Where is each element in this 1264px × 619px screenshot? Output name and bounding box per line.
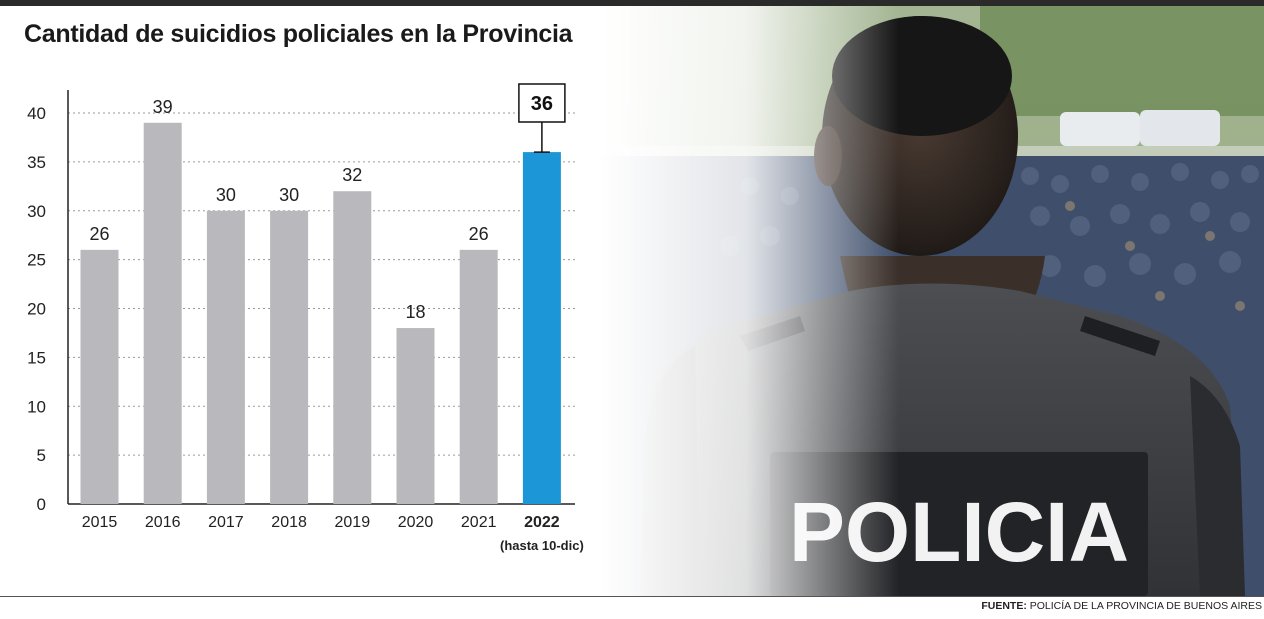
x-tick-label: 2019	[335, 514, 371, 531]
x-tick-label: 2015	[82, 514, 118, 531]
data-label: 18	[405, 302, 425, 322]
bar-2016	[143, 122, 182, 505]
callout-box	[518, 83, 566, 123]
y-tick-label: 0	[37, 495, 46, 514]
x-tick-label: 2016	[145, 514, 181, 531]
x-tick-label: 2018	[271, 514, 307, 531]
y-tick-label: 5	[37, 446, 46, 465]
bar-2019	[333, 191, 372, 504]
y-tick-label: 10	[27, 397, 46, 416]
bottom-rule	[0, 596, 1264, 597]
bar-2022	[522, 152, 561, 504]
bar-2021	[459, 249, 498, 504]
data-label: 26	[89, 224, 109, 244]
bar-2017	[206, 210, 245, 504]
y-tick-label: 35	[27, 153, 46, 172]
data-label: 30	[216, 185, 236, 205]
bar-2015	[80, 249, 119, 504]
x-tick-label: 2021	[461, 514, 497, 531]
data-label: 30	[279, 185, 299, 205]
bar-chart: Cantidad de suicidios policiales en la P…	[0, 0, 640, 600]
data-label: 26	[469, 224, 489, 244]
x-tick-label: 2017	[208, 514, 244, 531]
y-tick-label: 20	[27, 300, 46, 319]
bar-2018	[270, 210, 309, 504]
chart-canvas: 0 5 10 15 20 25 30 35 40 2015 26 2016 39 2017 30 2018 30…	[27, 83, 584, 553]
data-label: 32	[342, 165, 362, 185]
source-text: POLICÍA DE LA PROVINCIA DE BUENOS AIRES	[1029, 600, 1262, 612]
bar-2020	[396, 328, 435, 504]
data-label: 39	[153, 97, 173, 117]
y-tick-label: 25	[27, 251, 46, 270]
y-tick-label: 40	[27, 104, 46, 123]
chart-title: Cantidad de suicidios policiales en la P…	[24, 20, 573, 48]
police-officer-photo: POLICIA	[600, 6, 1264, 596]
x-tick-label: 2020	[398, 514, 434, 531]
highlight-note: (hasta 10-dic)	[500, 538, 584, 553]
highlight-value-label: 36	[531, 93, 553, 115]
photo-illustration: POLICIA	[600, 6, 1264, 596]
x-tick-label: 2022	[524, 514, 560, 531]
top-rule	[0, 0, 1264, 6]
source-label: FUENTE:	[981, 600, 1027, 612]
y-tick-label: 30	[27, 202, 46, 221]
source-credit: FUENTE: POLICÍA DE LA PROVINCIA DE BUENO…	[981, 600, 1262, 612]
y-tick-label: 15	[27, 348, 46, 367]
